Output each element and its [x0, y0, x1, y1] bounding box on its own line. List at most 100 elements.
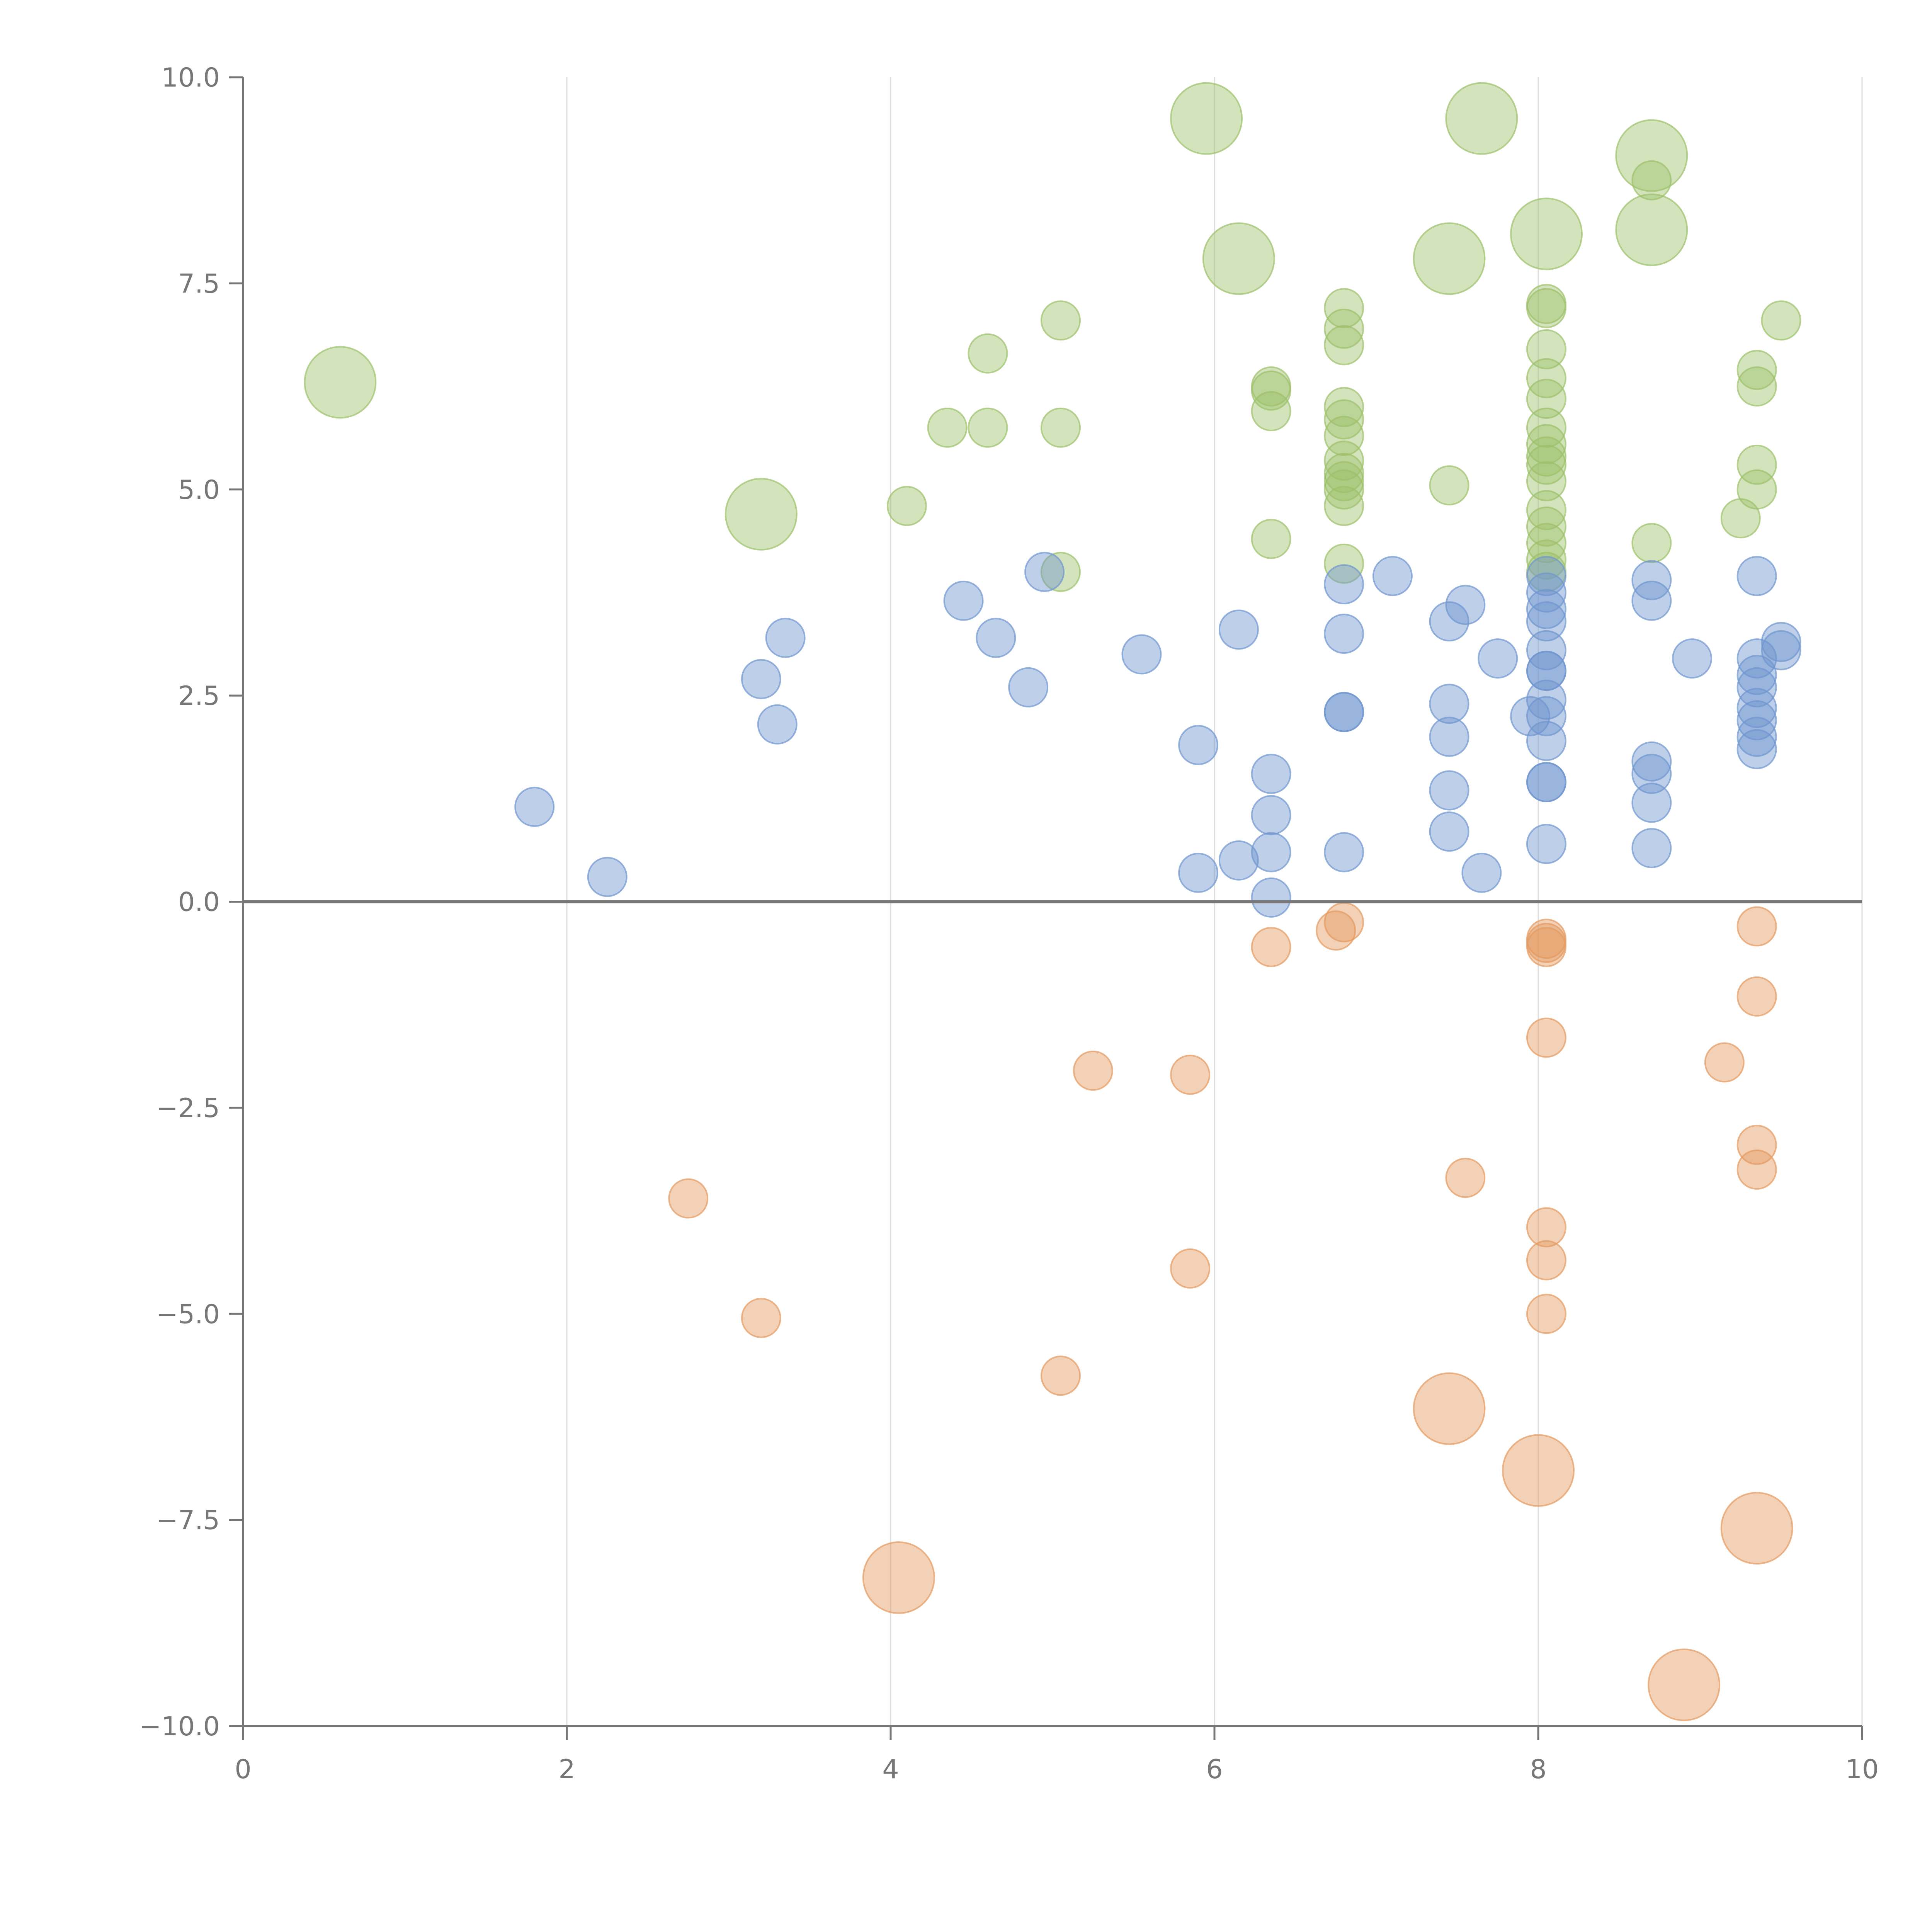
y-tick-label: −10.0: [139, 1711, 220, 1742]
bubble-orange: [1251, 927, 1291, 967]
y-tick-label: 2.5: [178, 681, 220, 711]
bubble-blue: [1761, 630, 1801, 670]
bubble-blue: [1008, 667, 1049, 707]
bubble-blue: [1736, 556, 1777, 596]
bubble-green: [1526, 407, 1566, 448]
bubble-orange: [1704, 1042, 1745, 1083]
bubble-blue: [1736, 655, 1777, 695]
bubble-blue: [1324, 832, 1364, 872]
bubble-blue: [1736, 716, 1777, 757]
bubble-green: [886, 486, 927, 526]
y-tick-label: 5.0: [178, 475, 220, 505]
bubble-blue: [1736, 638, 1777, 679]
bubble-green: [1251, 370, 1291, 411]
bubble-blue: [1631, 828, 1672, 868]
bubble-blue: [765, 617, 806, 658]
bubble-orange: [1736, 1124, 1777, 1165]
bubble-orange: [1526, 1240, 1566, 1281]
bubble-blue: [1526, 651, 1566, 691]
bubble-green: [1736, 350, 1777, 390]
bubble-green: [1526, 523, 1566, 563]
bubble-orange: [1316, 910, 1356, 951]
bubble-green: [927, 407, 968, 448]
x-tick-label: 6: [1206, 1754, 1223, 1785]
bubble-blue: [1445, 585, 1486, 625]
bubble-orange: [1648, 1648, 1721, 1721]
bubble-blue: [757, 704, 798, 745]
bubble-blue: [1526, 589, 1566, 629]
bubble-blue: [1429, 716, 1469, 757]
ticks: 10.0 7.5 5.0 2.5 0.0 −2.5 −5.0 −7.5 −10.0 0 2 4 6 8 10: [139, 63, 1879, 1785]
bubble-orange: [1736, 976, 1777, 1017]
bubble-blue: [1631, 753, 1672, 794]
y-tick-label: 0.0: [178, 887, 220, 918]
bubble-green: [304, 346, 377, 419]
bubble-blue: [1761, 622, 1801, 662]
bubble-blue: [1526, 824, 1566, 864]
bubble-blue: [1324, 564, 1364, 605]
bubble-orange: [1736, 906, 1777, 947]
bubble-orange: [1736, 1149, 1777, 1190]
x-tick-label: 4: [882, 1754, 899, 1785]
bubble-orange: [1526, 1294, 1566, 1334]
bubble-green: [1736, 444, 1777, 485]
bubble-green: [724, 478, 798, 551]
bubble-green: [1736, 366, 1777, 407]
bubble-blue: [1736, 667, 1777, 707]
bubble-blue: [1121, 634, 1162, 675]
bubble-orange: [741, 1298, 781, 1338]
bubble-blue: [1218, 609, 1259, 650]
bubble-blue: [1526, 696, 1566, 736]
bubble-blue: [1526, 556, 1566, 596]
bubble-green: [1324, 543, 1364, 584]
bubble-blue: [1178, 725, 1219, 765]
bubble-orange: [1170, 1054, 1211, 1095]
bubble-blue: [976, 617, 1016, 658]
bubble-orange: [1073, 1050, 1113, 1091]
bubble-green: [968, 333, 1008, 374]
bubble-blue: [1736, 729, 1777, 769]
bubble-green: [1251, 391, 1291, 432]
x-tick-label: 0: [235, 1754, 251, 1785]
y-tick-label: −2.5: [156, 1093, 220, 1124]
bubble-green: [1526, 288, 1566, 328]
bubble-green: [1324, 308, 1364, 349]
bubble-blue: [1526, 762, 1566, 803]
bubble-blue: [1324, 692, 1364, 732]
bubble-green: [1615, 193, 1688, 266]
bubble-green: [1324, 416, 1364, 456]
bubble-blue: [1251, 753, 1291, 794]
bubble-blue: [1461, 852, 1502, 893]
bubble-blue: [1526, 630, 1566, 670]
y-tick-label: 10.0: [162, 63, 220, 93]
bubble-green: [1526, 444, 1566, 485]
x-tick-label: 2: [558, 1754, 575, 1785]
bubble-orange: [1526, 927, 1566, 967]
bubble-green: [1526, 461, 1566, 502]
bubble-orange: [1170, 1248, 1211, 1289]
bubble-orange: [1324, 902, 1364, 942]
bubble-blue: [1218, 840, 1259, 881]
bubble-orange: [1526, 1207, 1566, 1248]
bubble-blue: [1526, 679, 1566, 720]
bubble-blue: [1526, 572, 1566, 613]
bubble-blue: [1251, 877, 1291, 918]
bubble-blue: [1251, 832, 1291, 872]
bubble-blue: [1324, 614, 1364, 654]
bubbles: [304, 82, 1801, 1721]
bubble-green: [1526, 506, 1566, 547]
bubble-orange: [1445, 1158, 1486, 1198]
bubble-green: [1324, 387, 1364, 427]
bubble-green: [1324, 440, 1364, 481]
bubble-blue: [1631, 741, 1672, 782]
bubble-blue: [1631, 580, 1672, 621]
bubble-green: [1510, 197, 1583, 270]
bubble-green: [1040, 552, 1081, 592]
bubble-blue: [1429, 601, 1469, 642]
bubble-blue: [1372, 556, 1413, 596]
y-tick-label: −7.5: [156, 1505, 220, 1536]
bubble-blue: [514, 787, 555, 827]
bubble-green: [1324, 399, 1364, 440]
bubble-green: [1526, 539, 1566, 580]
